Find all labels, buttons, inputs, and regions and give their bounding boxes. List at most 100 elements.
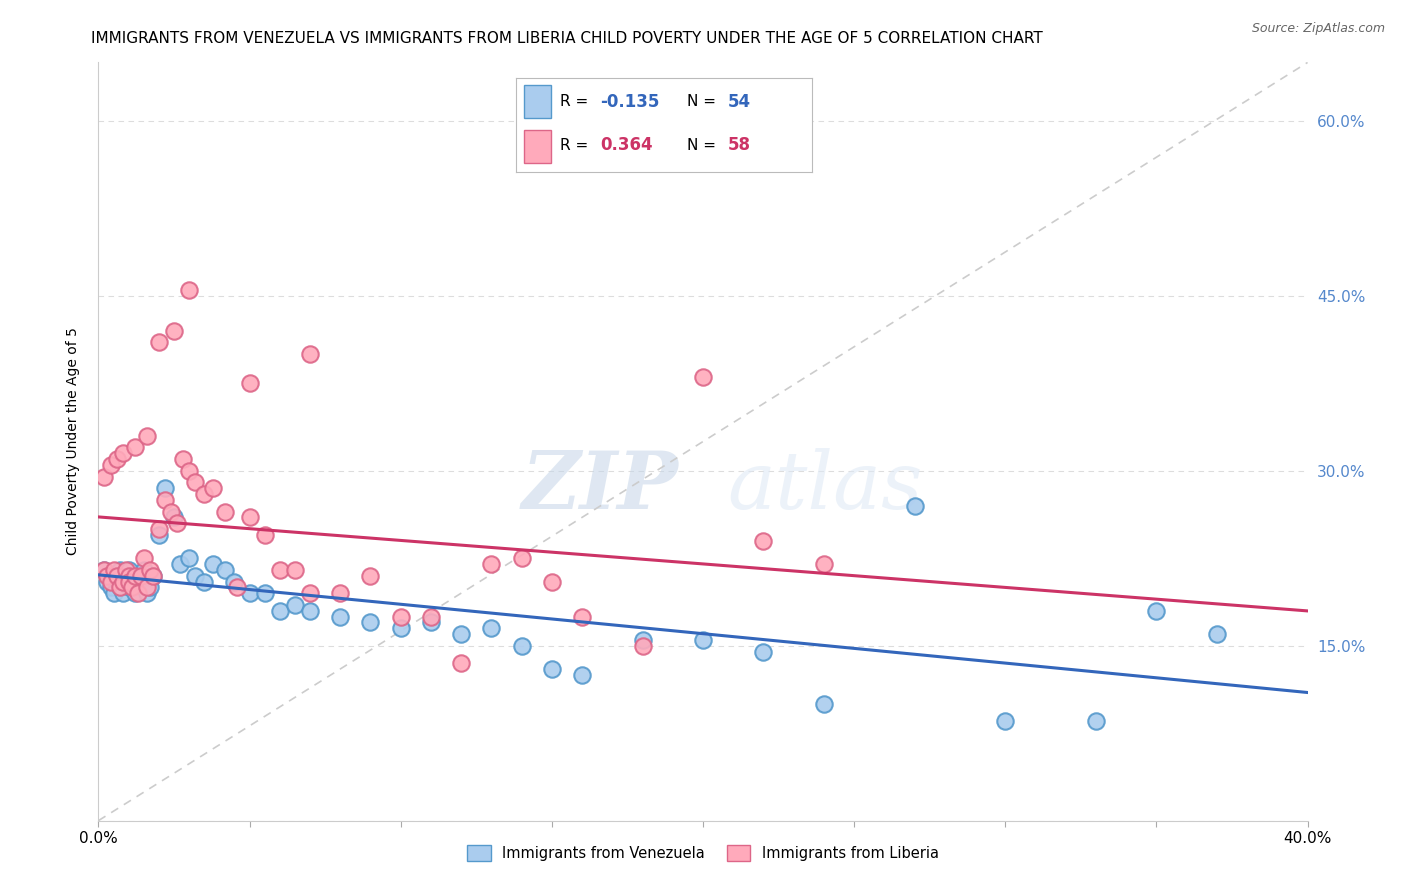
Point: [184, 568, 207, 582]
Point: [360, 568, 382, 582]
Point: [510, 639, 533, 653]
Point: [299, 604, 322, 618]
Point: [103, 563, 125, 577]
Point: [239, 376, 262, 391]
Point: [105, 568, 128, 582]
Point: [226, 580, 249, 594]
Point: [124, 586, 146, 600]
Point: [329, 609, 352, 624]
Point: [692, 632, 714, 647]
Point: [111, 586, 134, 600]
Point: [389, 609, 412, 624]
Point: [93, 563, 115, 577]
Point: [118, 563, 141, 577]
Legend: Immigrants from Venezuela, Immigrants from Liberia: Immigrants from Venezuela, Immigrants fr…: [461, 838, 945, 866]
Point: [450, 656, 472, 670]
Point: [93, 469, 115, 483]
Point: [239, 510, 262, 524]
Point: [108, 563, 131, 577]
Point: [121, 574, 143, 589]
Point: [139, 563, 162, 577]
Point: [129, 568, 152, 582]
Text: ZIP: ZIP: [522, 449, 679, 525]
Point: [118, 574, 141, 589]
Point: [100, 458, 122, 472]
Point: [571, 609, 593, 624]
Point: [481, 621, 503, 635]
Point: [329, 586, 352, 600]
Text: IMMIGRANTS FROM VENEZUELA VS IMMIGRANTS FROM LIBERIA CHILD POVERTY UNDER THE AGE: IMMIGRANTS FROM VENEZUELA VS IMMIGRANTS …: [91, 31, 1043, 46]
Point: [202, 481, 225, 495]
Point: [160, 504, 183, 518]
Point: [179, 283, 201, 297]
Point: [481, 557, 503, 571]
Point: [510, 551, 533, 566]
Point: [1144, 604, 1167, 618]
Point: [172, 452, 194, 467]
Point: [904, 499, 927, 513]
Point: [193, 487, 215, 501]
Point: [111, 574, 134, 589]
Point: [153, 492, 176, 507]
Point: [994, 714, 1017, 729]
Point: [142, 568, 165, 582]
Point: [299, 347, 322, 361]
Point: [118, 568, 141, 582]
Point: [631, 632, 654, 647]
Point: [1085, 714, 1108, 729]
Point: [108, 580, 131, 594]
Point: [169, 557, 191, 571]
Point: [420, 615, 443, 630]
Point: [540, 662, 562, 676]
Point: [118, 580, 141, 594]
Point: [135, 428, 157, 442]
Point: [813, 557, 835, 571]
Point: [269, 563, 291, 577]
Point: [124, 441, 146, 455]
Point: [179, 464, 201, 478]
Point: [752, 644, 775, 658]
Point: [96, 574, 118, 589]
Point: [127, 586, 149, 600]
Point: [420, 609, 443, 624]
Point: [111, 446, 134, 460]
Point: [132, 551, 155, 566]
Point: [179, 551, 201, 566]
Point: [114, 568, 136, 582]
Point: [132, 563, 155, 577]
Point: [284, 563, 307, 577]
Point: [153, 481, 176, 495]
Point: [752, 533, 775, 548]
Point: [692, 370, 714, 384]
Point: [163, 510, 186, 524]
Point: [129, 574, 152, 589]
Point: [96, 568, 118, 582]
Point: [166, 516, 188, 531]
Point: [571, 668, 593, 682]
Point: [100, 574, 122, 589]
Point: [135, 586, 157, 600]
Point: [163, 324, 186, 338]
Point: [184, 475, 207, 490]
Point: [540, 574, 562, 589]
Point: [224, 574, 246, 589]
Point: [105, 452, 128, 467]
Point: [1206, 627, 1229, 641]
Point: [450, 627, 472, 641]
Point: [148, 335, 170, 350]
Point: [148, 522, 170, 536]
Point: [148, 528, 170, 542]
Point: [813, 697, 835, 711]
Point: [127, 568, 149, 582]
Y-axis label: Child Poverty Under the Age of 5: Child Poverty Under the Age of 5: [66, 327, 80, 556]
Point: [214, 563, 236, 577]
Text: atlas: atlas: [727, 449, 922, 525]
Point: [284, 598, 307, 612]
Point: [253, 528, 276, 542]
Point: [193, 574, 215, 589]
Point: [269, 604, 291, 618]
Point: [139, 580, 162, 594]
Point: [108, 580, 131, 594]
Point: [631, 639, 654, 653]
Point: [360, 615, 382, 630]
